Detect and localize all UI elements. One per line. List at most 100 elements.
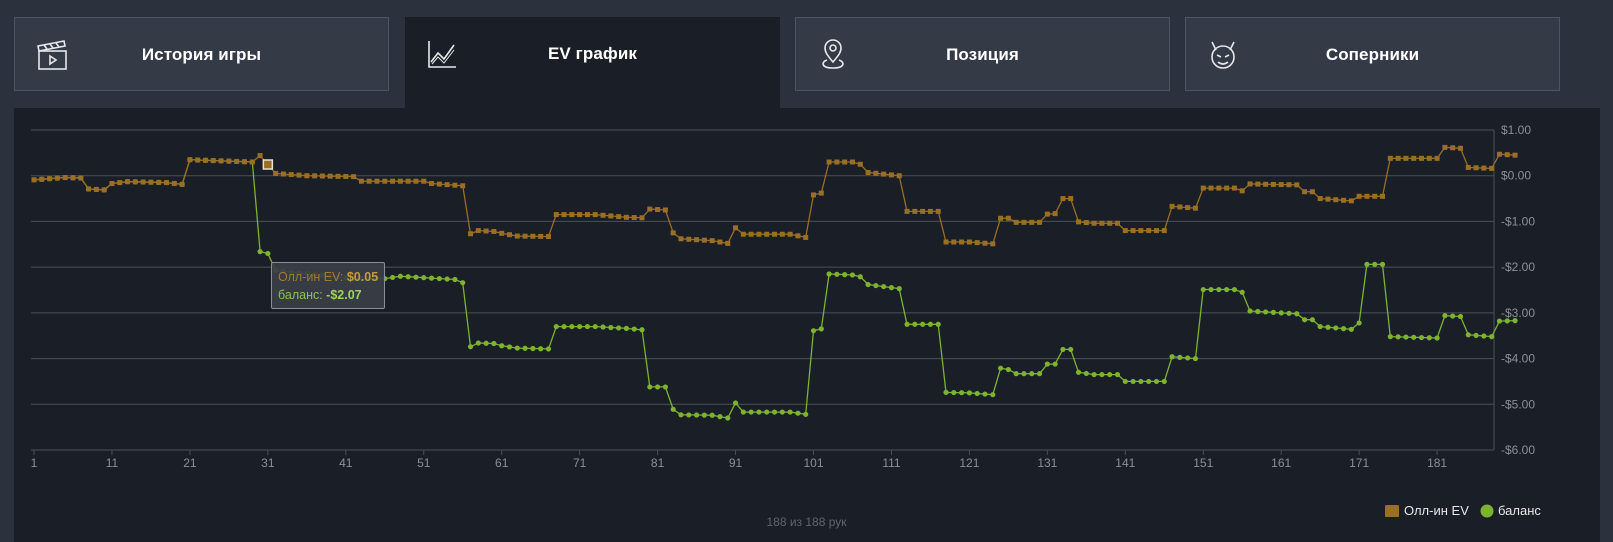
data-point-ev bbox=[280, 171, 286, 177]
data-point-ev bbox=[117, 180, 123, 186]
chart-tooltip: Олл-ин EV: $0.05 баланс: -$2.07 bbox=[271, 262, 385, 309]
data-point-ev bbox=[1005, 215, 1011, 221]
data-point-ev bbox=[616, 214, 622, 220]
tab-position[interactable]: Позиция bbox=[795, 17, 1170, 91]
data-point-ev bbox=[483, 228, 489, 234]
data-point-ev bbox=[577, 212, 583, 218]
data-point-ev bbox=[78, 175, 84, 181]
data-point-balance bbox=[1481, 333, 1487, 339]
data-point-ev bbox=[1364, 193, 1370, 199]
data-point-ev bbox=[312, 173, 318, 179]
data-point-balance bbox=[865, 281, 871, 288]
data-point-ev bbox=[1504, 152, 1510, 158]
data-point-ev bbox=[756, 231, 762, 237]
data-point-balance bbox=[1348, 326, 1354, 332]
legend-label-ev: Олл-ин EV bbox=[1404, 503, 1469, 518]
data-point-balance bbox=[553, 323, 559, 330]
data-point-ev bbox=[1076, 219, 1082, 225]
data-point-balance bbox=[1512, 318, 1518, 324]
data-point-ev bbox=[304, 173, 310, 179]
data-point-ev bbox=[1341, 197, 1347, 203]
devil-face-icon bbox=[1211, 41, 1235, 69]
data-point-ev bbox=[1029, 219, 1035, 225]
data-point-balance bbox=[966, 390, 972, 396]
data-point-balance bbox=[997, 365, 1004, 371]
tab-ev-chart[interactable]: EV график bbox=[405, 17, 780, 108]
data-point-ev bbox=[772, 231, 778, 237]
y-axis: $1.00 $0.00 -$1.00 -$2.00 -$3.00 -$4.00 -$5.00… bbox=[1501, 123, 1535, 457]
data-point-ev bbox=[1286, 182, 1292, 188]
data-point-ev bbox=[218, 158, 224, 164]
data-point-ev bbox=[47, 176, 53, 182]
data-point-balance bbox=[1169, 354, 1175, 360]
x-tick-label: 121 bbox=[959, 456, 979, 470]
data-point-balance bbox=[1052, 361, 1058, 367]
data-point-balance bbox=[514, 345, 520, 351]
data-point-ev bbox=[748, 231, 754, 237]
data-point-ev bbox=[273, 170, 279, 176]
data-point-ev bbox=[538, 233, 544, 239]
data-point-ev bbox=[343, 173, 349, 179]
tab-opponents[interactable]: Соперники bbox=[1185, 17, 1560, 91]
data-point-balance bbox=[631, 326, 637, 332]
data-point-ev bbox=[670, 230, 676, 236]
hovered-point[interactable] bbox=[262, 159, 274, 170]
data-point-balance bbox=[1099, 371, 1105, 378]
tab-game-history[interactable]: История игры bbox=[14, 17, 389, 91]
chart-grid bbox=[31, 129, 1495, 451]
x-tick-label: 141 bbox=[1115, 456, 1135, 470]
data-point-balance bbox=[1021, 371, 1027, 377]
data-point-balance bbox=[561, 323, 567, 330]
data-point-ev bbox=[1122, 228, 1128, 234]
data-point-ev bbox=[1091, 220, 1097, 226]
data-point-balance bbox=[1418, 334, 1425, 341]
data-point-balance bbox=[873, 282, 879, 289]
data-point-balance bbox=[491, 340, 497, 347]
data-point-balance bbox=[927, 321, 934, 327]
data-point-ev bbox=[296, 172, 302, 178]
data-point-balance bbox=[413, 274, 419, 280]
data-point-balance bbox=[1450, 313, 1456, 319]
data-point-ev bbox=[1419, 155, 1425, 161]
data-point-balance bbox=[1426, 335, 1432, 341]
tooltip-balance-label: баланс: bbox=[278, 288, 327, 302]
data-point-balance bbox=[265, 250, 271, 257]
data-point-ev bbox=[1068, 196, 1074, 202]
data-point-balance bbox=[1185, 355, 1191, 361]
data-point-balance bbox=[506, 344, 513, 350]
data-point-balance bbox=[1130, 378, 1136, 385]
data-point-balance bbox=[1465, 332, 1471, 338]
data-point-ev bbox=[530, 233, 536, 239]
x-tick-label: 181 bbox=[1427, 456, 1447, 470]
data-point-ev bbox=[1200, 185, 1206, 191]
x-tick-label: 41 bbox=[339, 456, 353, 470]
data-point-balance bbox=[1325, 324, 1331, 330]
y-tick-label: -$2.00 bbox=[1501, 260, 1535, 274]
data-point-ev bbox=[514, 233, 520, 239]
data-point-ev bbox=[927, 208, 933, 214]
data-point-ev bbox=[631, 215, 637, 221]
data-point-balance bbox=[584, 323, 591, 330]
data-point-balance bbox=[1286, 310, 1292, 316]
data-point-ev bbox=[717, 239, 723, 245]
data-point-ev bbox=[140, 179, 146, 185]
data-point-balance bbox=[1224, 286, 1230, 293]
data-point-balance bbox=[990, 392, 996, 398]
data-point-balance bbox=[1278, 310, 1284, 316]
data-point-ev bbox=[202, 157, 208, 163]
data-point-ev bbox=[647, 206, 653, 212]
data-point-balance bbox=[974, 390, 980, 397]
tab-label: Позиция bbox=[946, 45, 1019, 64]
data-point-ev bbox=[561, 212, 567, 218]
data-point-ev bbox=[1239, 188, 1245, 194]
data-point-balance bbox=[257, 249, 263, 255]
tab-label: EV график bbox=[547, 44, 638, 63]
data-point-ev bbox=[849, 159, 855, 165]
data-point-balance bbox=[935, 321, 941, 327]
data-point-balance bbox=[1379, 261, 1386, 267]
data-point-balance bbox=[842, 272, 848, 278]
x-tick-label: 21 bbox=[183, 456, 197, 470]
data-point-balance bbox=[1161, 378, 1167, 385]
data-point-balance bbox=[709, 412, 715, 418]
data-point-ev bbox=[553, 212, 559, 218]
